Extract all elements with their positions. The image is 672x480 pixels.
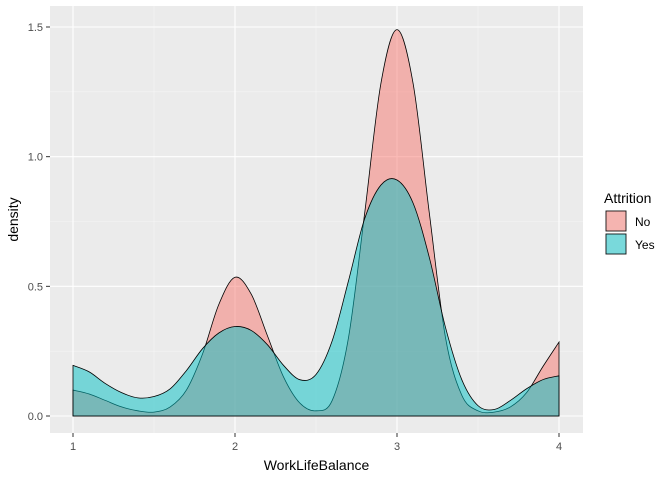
x-tick-label: 3: [394, 441, 400, 453]
legend-label-no: No: [635, 215, 651, 229]
y-tick-label: 1.0: [28, 152, 43, 164]
legend-key-no: [605, 210, 627, 232]
legend-title: Attrition: [604, 190, 651, 206]
y-tick-label: 1.5: [28, 22, 43, 34]
minor-gridlines: [50, 6, 583, 433]
x-tick-label: 2: [232, 441, 238, 453]
x-tick-label: 4: [556, 441, 562, 453]
density-area-yes: [72, 178, 560, 417]
legend-label-yes: Yes: [635, 238, 655, 252]
y-axis-title: density: [5, 197, 21, 241]
legend: Attrition No Yes: [604, 190, 655, 255]
plot-background: [50, 6, 583, 433]
density-areas: [72, 29, 560, 417]
x-axis-title: WorkLifeBalance: [264, 457, 370, 473]
x-axis: 1 2 3 4: [70, 433, 562, 453]
y-tick-label: 0.0: [28, 411, 43, 423]
x-tick-label: 1: [70, 441, 76, 453]
legend-key-yes: [605, 233, 627, 255]
y-axis: 0.0 0.5 1.0 1.5: [28, 22, 50, 423]
y-tick-label: 0.5: [28, 281, 43, 293]
